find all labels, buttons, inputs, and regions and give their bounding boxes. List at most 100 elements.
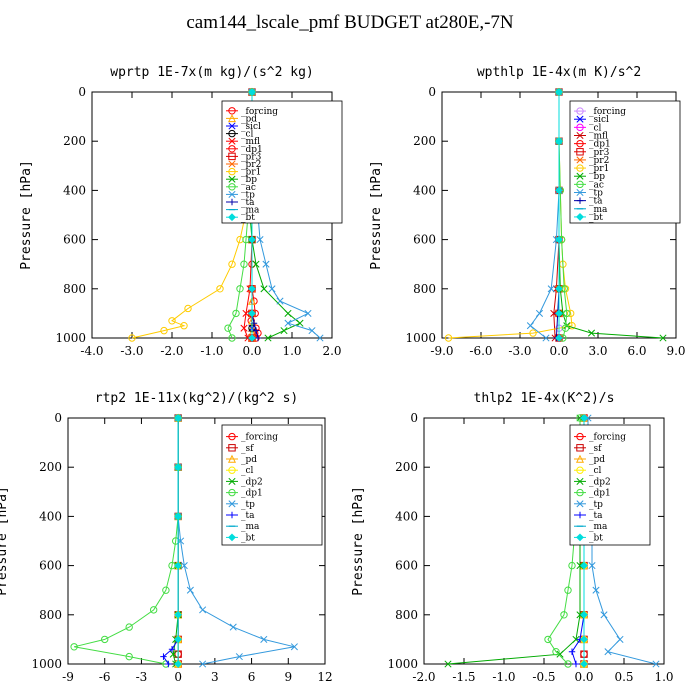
legend-marker bbox=[576, 197, 584, 204]
data-point bbox=[552, 648, 560, 656]
data-point bbox=[256, 236, 264, 244]
y-axis-label: Pressure [hPa] bbox=[19, 160, 34, 270]
x-tick-label: -0.5 bbox=[532, 670, 555, 684]
legend-marker bbox=[576, 477, 584, 485]
x-tick-label: -1.5 bbox=[452, 670, 475, 684]
legend-label: _pr3 bbox=[589, 148, 610, 158]
data-point bbox=[556, 650, 564, 658]
data-point bbox=[304, 309, 312, 317]
data-point bbox=[555, 334, 563, 342]
legend-marker bbox=[228, 477, 236, 485]
data-point bbox=[576, 562, 584, 570]
x-tick-label: 0.0 bbox=[242, 344, 261, 358]
y-tick-label: 200 bbox=[39, 460, 62, 474]
data-point bbox=[526, 322, 534, 330]
data-point bbox=[276, 297, 284, 305]
legend-marker bbox=[228, 444, 236, 452]
data-point bbox=[242, 309, 250, 317]
legend-label: _sf bbox=[241, 444, 254, 454]
y-tick-label: 600 bbox=[63, 233, 86, 247]
series-tp bbox=[526, 88, 563, 342]
data-point bbox=[555, 88, 563, 96]
y-tick-label: 1000 bbox=[55, 331, 86, 345]
legend-label: _bp bbox=[589, 172, 605, 182]
data-point bbox=[228, 260, 236, 268]
x-tick-label: -2.0 bbox=[160, 344, 183, 358]
data-point bbox=[248, 235, 256, 244]
x-tick-label: -6.0 bbox=[469, 344, 492, 358]
data-point bbox=[584, 414, 592, 422]
y-tick-label: 600 bbox=[413, 233, 436, 247]
data-point bbox=[563, 309, 571, 318]
legend-marker bbox=[576, 466, 584, 474]
y-tick-label: 800 bbox=[413, 282, 436, 296]
data-point bbox=[216, 285, 224, 293]
data-point bbox=[444, 660, 452, 668]
panel-title: wpthlp 1E-4x(m K)/s^2 bbox=[477, 65, 641, 80]
legend-label: _forcing bbox=[241, 433, 278, 443]
y-tick-label: 0 bbox=[78, 85, 86, 99]
legend-marker bbox=[227, 114, 237, 123]
panel-title: rtp2 1E-11x(kg^2)/(kg^2 s) bbox=[95, 391, 299, 406]
legend-label: _mfl bbox=[241, 137, 260, 147]
y-tick-label: 800 bbox=[395, 608, 418, 622]
legend-label: _cl bbox=[241, 466, 254, 476]
legend: _forcing_pd_sicl_cl_mfl_dp1_pr3_pr2_pr1_… bbox=[221, 100, 343, 224]
legend-box bbox=[221, 100, 343, 224]
legend-label: _dp1 bbox=[241, 489, 263, 499]
x-tick-label: -9.0 bbox=[430, 344, 453, 358]
data-point bbox=[174, 610, 183, 619]
data-point bbox=[229, 623, 237, 631]
data-point bbox=[555, 186, 563, 195]
data-point bbox=[168, 646, 176, 653]
data-point bbox=[561, 324, 570, 332]
x-tick-label: 9 bbox=[284, 670, 292, 684]
legend-marker bbox=[576, 164, 584, 172]
legend: _forcing_sicl_cl_mfl_dp1_pr3_pr2_pr1_bp_… bbox=[569, 100, 681, 224]
legend-marker bbox=[576, 172, 584, 180]
data-point bbox=[236, 285, 244, 293]
data-point bbox=[235, 653, 243, 661]
panel-title: thlp2 1E-4x(K^2)/s bbox=[474, 391, 615, 406]
legend-marker bbox=[228, 183, 236, 191]
data-point bbox=[248, 284, 256, 293]
data-point bbox=[260, 285, 268, 293]
x-tick-label: 1.0 bbox=[654, 670, 673, 684]
x-tick-label: 9.0 bbox=[666, 344, 685, 358]
data-point bbox=[555, 284, 563, 293]
data-point bbox=[547, 285, 555, 293]
y-tick-label: 1000 bbox=[405, 331, 436, 345]
data-point bbox=[180, 322, 188, 330]
data-point bbox=[284, 319, 292, 327]
data-point bbox=[592, 586, 600, 594]
x-tick-label: -3.0 bbox=[508, 344, 531, 358]
legend-marker bbox=[575, 454, 585, 463]
series-bt bbox=[174, 414, 183, 668]
legend-marker bbox=[228, 137, 236, 145]
legend-marker bbox=[228, 152, 236, 161]
data-point bbox=[600, 611, 608, 619]
legend-label: _mfl bbox=[589, 132, 608, 142]
data-point bbox=[232, 309, 240, 318]
legend-label: _ac bbox=[589, 180, 604, 190]
y-axis-label: Pressure [hPa] bbox=[369, 160, 384, 270]
legend-marker bbox=[576, 500, 584, 508]
legend-marker bbox=[228, 122, 236, 130]
legend-label: _pr2 bbox=[589, 156, 609, 166]
x-tick-label: 6 bbox=[248, 670, 256, 684]
legend-marker bbox=[576, 488, 584, 497]
panel-title: wprtp 1E-7x(m kg)/(s^2 kg) bbox=[110, 65, 314, 80]
data-point bbox=[290, 643, 298, 651]
series-dp1 bbox=[70, 414, 182, 668]
legend-label: _pr1 bbox=[589, 164, 609, 174]
data-point bbox=[128, 334, 136, 342]
legend-label: _tp bbox=[241, 190, 255, 200]
data-point bbox=[564, 660, 572, 668]
data-point bbox=[149, 606, 158, 614]
data-point bbox=[268, 285, 276, 293]
legend-marker bbox=[228, 432, 236, 441]
legend-label: _pd bbox=[241, 455, 257, 465]
y-tick-label: 400 bbox=[63, 183, 86, 197]
data-point bbox=[564, 586, 572, 594]
